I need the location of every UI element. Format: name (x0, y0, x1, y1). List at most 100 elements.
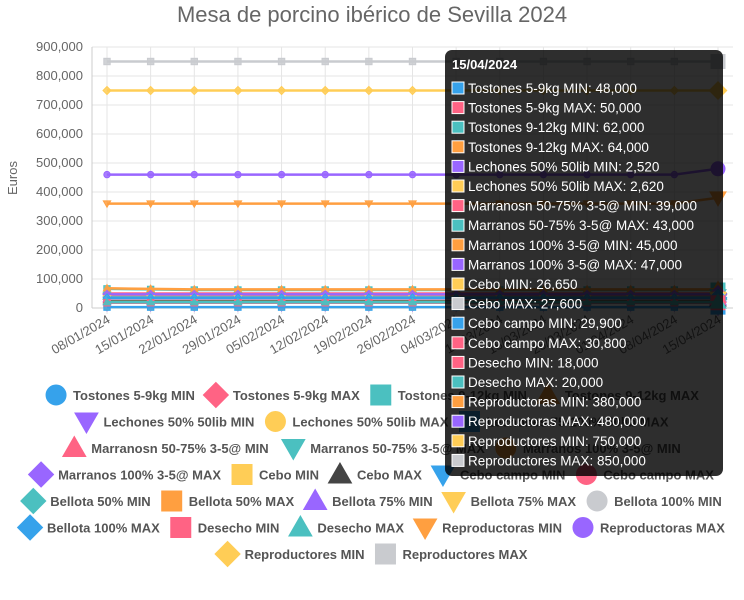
legend-label: Bellota 50% MIN (50, 494, 150, 509)
data-point (321, 170, 329, 179)
tooltip-swatch (451, 179, 465, 193)
tooltip-line: Cebo MAX: 27,600 (468, 297, 582, 312)
legend-label: Bellota 50% MAX (189, 494, 295, 509)
tooltip-swatch (451, 159, 465, 173)
data-point (234, 57, 242, 66)
legend-item: Desecho MAX (288, 514, 404, 537)
legend-item: Desecho MIN (170, 517, 280, 538)
legend-item: Lechones 50% 50lib MIN (74, 412, 254, 435)
data-point (365, 170, 373, 179)
tooltip-swatch (451, 218, 465, 232)
legend-label: Tostones 5-9kg MAX (233, 388, 360, 403)
y-tick-label: 700,000 (36, 97, 83, 112)
data-point (102, 200, 112, 209)
data-point (407, 200, 418, 209)
data-point (189, 200, 199, 209)
legend-item: Tostones 5-9kg MAX (202, 381, 360, 409)
data-point (145, 85, 156, 96)
legend-item: Bellota 50% MIN (20, 487, 151, 515)
tooltip-swatch (451, 140, 465, 154)
data-point (233, 200, 243, 209)
data-point (364, 297, 374, 306)
legend-item: Bellota 100% MIN (586, 490, 722, 512)
tooltip-swatch (451, 120, 465, 134)
tooltip-swatch (451, 414, 465, 428)
legend-marker (412, 518, 438, 541)
tooltip-swatch (451, 101, 465, 115)
data-point (103, 57, 111, 66)
y-tick-label: 0 (76, 300, 83, 315)
legend-marker (288, 514, 313, 537)
legend-label: Bellota 75% MAX (471, 494, 577, 509)
legend-marker (20, 487, 47, 515)
legend-item: Tostones 5-9kg MIN (45, 384, 195, 406)
tooltip-swatch (451, 238, 465, 252)
data-point (408, 170, 417, 179)
data-point (276, 85, 287, 96)
y-tick-label: 800,000 (36, 68, 83, 83)
legend-marker (572, 517, 594, 538)
legend-marker (170, 517, 192, 538)
tooltip-line: Cebo MIN: 26,650 (468, 277, 578, 292)
y-tick-label: 400,000 (36, 184, 83, 199)
data-point (190, 170, 198, 179)
legend-label: Reproductores MAX (402, 547, 527, 562)
tooltip-swatch (451, 199, 465, 213)
data-point (146, 297, 156, 306)
legend-marker (231, 464, 253, 485)
y-tick-label: 600,000 (36, 126, 83, 141)
tooltip-swatch (451, 81, 465, 95)
data-point (190, 57, 198, 66)
tooltip-swatch (451, 453, 465, 467)
tooltip-line: Lechones 50% 50lib MAX: 2,620 (468, 179, 664, 194)
legend-item: Reproductoras MAX (572, 517, 725, 538)
data-point (102, 85, 112, 96)
data-point (146, 200, 156, 209)
tooltip-title: 15/04/2024 (452, 57, 518, 72)
legend-marker (264, 411, 286, 432)
tooltip-line: Reproductores MIN: 750,000 (468, 434, 641, 449)
legend-label: Lechones 50% 50lib MAX (292, 415, 448, 430)
legend-item: Cebo MAX (327, 461, 422, 484)
tooltip-swatch (451, 395, 465, 409)
legend-label: Cebo MIN (259, 468, 319, 483)
tooltip-line: Lechones 50% 50lib MIN: 2,520 (468, 159, 659, 174)
tooltip-swatch (451, 297, 465, 311)
legend-item: Marranos 50-75% 3-5@ MAX (280, 439, 485, 461)
legend-label: Reproductoras MAX (600, 521, 725, 536)
legend-item: Reproductores MIN (214, 540, 365, 568)
tooltip-line: Tostones 5-9kg MAX: 50,000 (468, 101, 641, 116)
data-point (408, 57, 417, 66)
legend-label: Desecho MAX (317, 521, 404, 536)
y-tick-label: 200,000 (36, 242, 83, 257)
data-point (277, 297, 287, 306)
legend-label: Bellota 100% MAX (47, 521, 160, 536)
tooltip-line: Tostones 9-12kg MAX: 64,000 (468, 140, 649, 155)
y-tick-label: 100,000 (36, 271, 83, 286)
legend-label: Desecho MIN (198, 521, 280, 536)
tooltip-line: Cebo campo MAX: 30,800 (468, 336, 626, 351)
legend-item: Bellota 100% MAX (16, 514, 160, 541)
data-point (233, 85, 243, 96)
y-tick-label: 300,000 (36, 213, 83, 228)
tooltip-swatch (451, 336, 465, 350)
tooltip: 15/04/2024 Tostones 5-9kg MIN: 48,000 Tost… (445, 50, 723, 476)
tooltip-line: Desecho MAX: 20,000 (468, 375, 603, 390)
legend-label: Bellota 75% MIN (332, 494, 432, 509)
data-point (407, 85, 418, 96)
y-tick-label: 500,000 (36, 155, 83, 170)
legend-label: Reproductores MIN (245, 547, 365, 562)
tooltip-swatch (451, 355, 465, 369)
legend-marker (441, 492, 466, 514)
tooltip-line: Tostones 5-9kg MIN: 48,000 (468, 81, 637, 96)
legend-marker (370, 384, 392, 406)
legend-marker (214, 540, 241, 568)
legend-label: Cebo MAX (357, 468, 422, 483)
legend: Tostones 5-9kg MIN Tostones 5-9kg MAX Tost… (16, 381, 725, 568)
legend-item: Reproductoras MIN (412, 518, 562, 541)
legend-marker (280, 439, 306, 461)
data-point (320, 200, 330, 209)
data-point (103, 170, 111, 179)
data-point (277, 57, 286, 66)
tooltip-line: Marranos 50-75% 3-5@ MAX: 43,000 (468, 218, 694, 233)
